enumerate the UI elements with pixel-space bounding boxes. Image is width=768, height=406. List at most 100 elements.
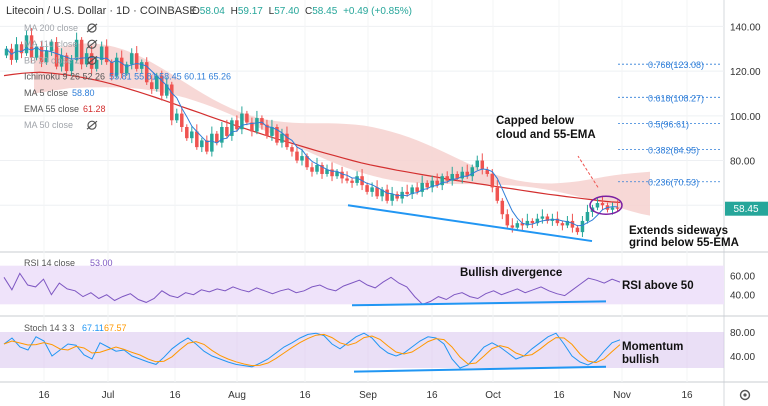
price-tick-0: 140.00 (730, 22, 761, 33)
candle-body (490, 173, 495, 188)
rsi-tick-0: 60.00 (730, 271, 755, 282)
highlight-ellipse (589, 195, 623, 216)
candle-body (540, 216, 545, 219)
rsi-legend: RSI 14 close 53.00 (24, 258, 113, 268)
candle-body (430, 180, 434, 188)
candle-body (505, 214, 510, 226)
annotation-extends-1: Extends sideways (629, 225, 728, 237)
time-tick-6: 16 (426, 390, 438, 401)
high-key: H (231, 6, 238, 17)
candle-body (260, 118, 264, 125)
candle-body (510, 225, 515, 228)
candle-body (595, 203, 600, 208)
candle-body (250, 122, 254, 132)
candle-body (390, 194, 394, 201)
legend-row-0[interactable]: MA 200 close (24, 23, 78, 33)
candle-body (64, 55, 69, 72)
candle-body (385, 189, 389, 201)
candle-body (300, 156, 304, 161)
candle-body (600, 203, 605, 206)
candle-body (365, 185, 369, 192)
candle-body (560, 223, 565, 226)
candle-body (19, 44, 24, 54)
stoch-k-polyline (3, 332, 621, 369)
legend-row-1[interactable]: MA 110 close (24, 39, 77, 49)
legend-row-5[interactable]: EMA 55 close 61.28 (24, 104, 106, 114)
price-tick-1: 120.00 (730, 67, 761, 78)
symbol-title: Litecoin / U.S. Dollar · 1D · COINBASE (6, 5, 197, 17)
candle-body (530, 220, 535, 224)
ichimoku-cloud-area (34, 43, 650, 216)
candle-body (134, 53, 139, 69)
candle-body (305, 156, 309, 168)
candle-body (220, 127, 224, 143)
stoch-tick-1: 40.00 (730, 352, 755, 363)
candle-body (129, 53, 134, 65)
close-key: C (305, 6, 312, 17)
candle-body (415, 187, 419, 192)
candle-body (14, 44, 19, 60)
chart-header: Litecoin / U.S. Dollar · 1D · COINBASE O… (6, 5, 412, 17)
candle-body (565, 220, 570, 226)
candle-body (275, 127, 279, 143)
rsi-legend-label: RSI 14 close (24, 258, 75, 268)
candle-body (475, 160, 480, 168)
time-tick-2: 16 (169, 390, 181, 401)
candle-body (570, 220, 575, 228)
candlestick-series[interactable] (4, 28, 620, 238)
candle-body (49, 42, 54, 51)
candle-body (465, 171, 470, 177)
legend-row-3[interactable]: Ichimoku 9 26 52 26 55.81 55.81 58.45 60.… (24, 72, 231, 82)
candle-body (480, 160, 485, 170)
ma5-line (6, 46, 618, 227)
candle-body (405, 191, 409, 195)
stoch-tick-0: 80.00 (730, 328, 755, 339)
stoch-trendline (353, 365, 607, 373)
candle-body (460, 171, 464, 179)
current-price-tag: 58.45 (725, 201, 768, 216)
indicator-legend[interactable]: MA 200 close MA 110 close BB 20 close 2 Ich… (24, 23, 231, 130)
open-value: 58.04 (200, 6, 225, 17)
low-key: L (269, 6, 275, 17)
candle-body (44, 50, 49, 63)
legend-row-6[interactable]: MA 50 close (24, 120, 73, 130)
rsi-polyline (3, 272, 621, 305)
legend-row-4[interactable]: MA 5 close 58.80 (24, 88, 95, 98)
candle-body (24, 35, 29, 54)
legend-row-2[interactable]: BB 20 close 2 (24, 55, 80, 65)
stoch-d-polyline (3, 333, 621, 367)
candle-body (59, 55, 64, 67)
candle-body (230, 120, 234, 136)
fib-label-0: 0.768(123.08) (648, 60, 704, 70)
candle-body (555, 218, 560, 224)
candle-body (185, 127, 189, 139)
low-value: 57.40 (274, 6, 299, 17)
settings-gear-icon[interactable] (739, 389, 751, 401)
candle-body (350, 180, 354, 183)
candle-body (175, 113, 179, 121)
ema55-line (3, 71, 621, 203)
candle-body (265, 124, 269, 136)
candle-body (330, 169, 334, 177)
candle-body (54, 42, 59, 67)
candle-body (124, 64, 129, 74)
price-tick-3: 80.00 (730, 157, 755, 168)
candle-body (245, 113, 249, 123)
high-value: 59.17 (238, 6, 263, 17)
candle-body (4, 48, 9, 56)
candle-body (370, 187, 374, 192)
stoch-legend-d: 67.57 (104, 323, 127, 333)
candle-body (575, 227, 580, 233)
annotation-arrow (577, 155, 599, 188)
trendlines (347, 155, 623, 373)
candle-body (79, 39, 84, 65)
candle-body (455, 173, 459, 179)
candle-body (515, 223, 520, 228)
candle-body (195, 131, 199, 148)
annotation-momentum-1: Momentum (622, 341, 683, 353)
candle-body (109, 62, 114, 76)
candle-body (525, 220, 530, 226)
time-tick-3: Aug (228, 390, 246, 401)
candle-body (375, 187, 379, 197)
